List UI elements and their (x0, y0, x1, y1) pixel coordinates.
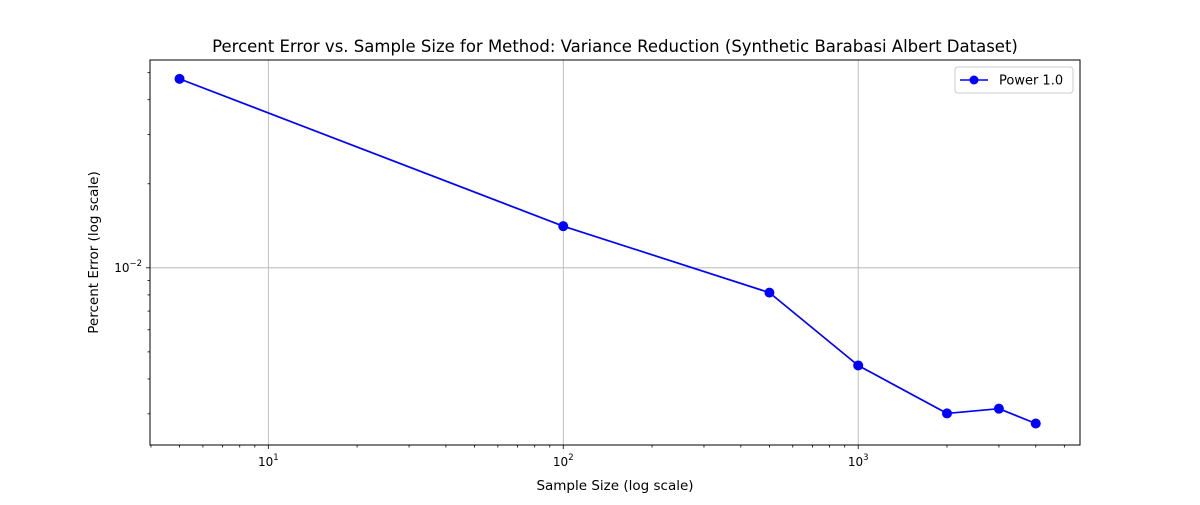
legend-marker-sample (969, 75, 979, 85)
data-point (764, 287, 775, 298)
plot-area-frame (149, 59, 1081, 446)
data-point (174, 73, 185, 84)
x-tick-label: 103 (848, 453, 869, 469)
data-point (853, 360, 864, 371)
y-tick-label: 10−2 (114, 259, 142, 275)
legend-box (954, 66, 1074, 94)
major-ticks (146, 267, 859, 449)
data-point (993, 403, 1004, 414)
x-axis-label: Sample Size (log scale) (536, 478, 693, 494)
grid-lines (150, 60, 1080, 445)
data-point (558, 221, 569, 232)
chart-title: Percent Error vs. Sample Size for Method… (212, 37, 1018, 56)
legend: Power 1.0 (954, 66, 1074, 94)
x-tick-label: 101 (258, 453, 279, 469)
x-tick-label: 102 (553, 453, 574, 469)
tick-labels: 101 102 103 10−2 (114, 259, 868, 469)
data-point (941, 408, 952, 419)
plot-area-background (150, 60, 1080, 445)
legend-label: Power 1.0 (999, 74, 1063, 89)
data-point (1030, 418, 1041, 429)
y-axis-label: Percent Error (log scale) (86, 171, 102, 333)
series-layer (174, 73, 1041, 429)
